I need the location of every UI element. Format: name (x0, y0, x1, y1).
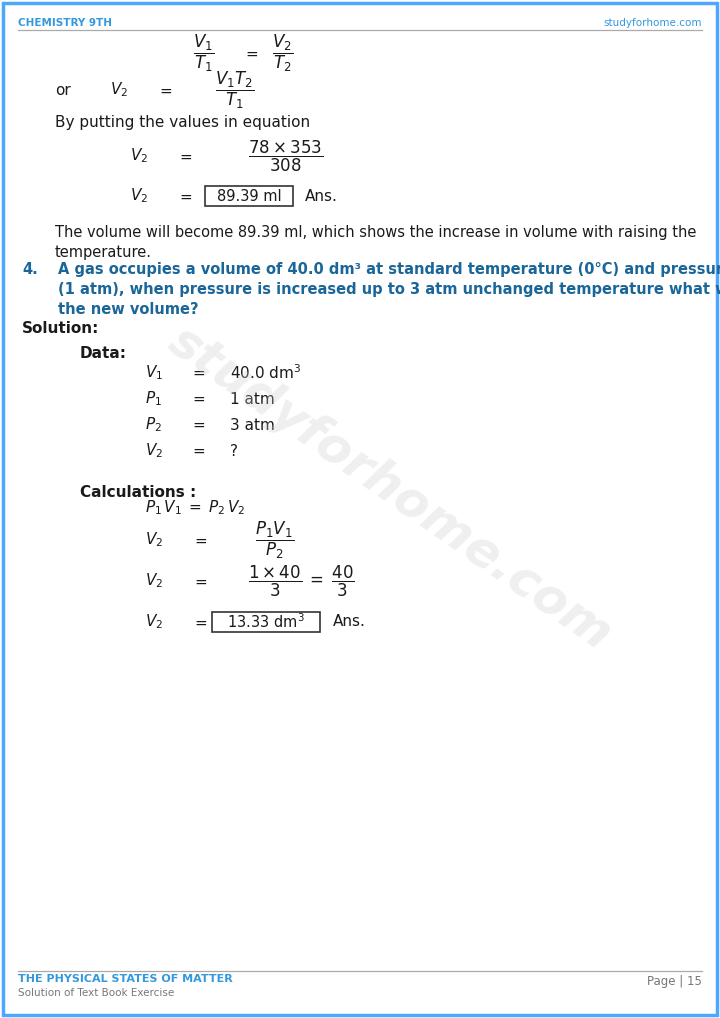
Text: $V_2$: $V_2$ (145, 572, 163, 590)
Text: $P_1\,V_1\;=\;P_2\,V_2$: $P_1\,V_1\;=\;P_2\,V_2$ (145, 499, 246, 517)
Text: $=$: $=$ (177, 188, 193, 204)
Bar (212, 612, 320, 632)
Text: Solution of Text Book Exercise: Solution of Text Book Exercise (18, 988, 174, 998)
Text: Data:: Data: (80, 346, 127, 361)
Bar (205, 186, 293, 206)
Text: 13.33 dm$^3$: 13.33 dm$^3$ (227, 613, 305, 631)
Text: =: = (192, 392, 204, 406)
Text: $=$: $=$ (192, 532, 208, 548)
Text: $=$: $=$ (192, 573, 208, 588)
Text: studyforhome.com: studyforhome.com (603, 18, 702, 29)
Text: (1 atm), when pressure is increased up to 3 atm unchanged temperature what would: (1 atm), when pressure is increased up t… (58, 282, 720, 297)
Text: $V_1$: $V_1$ (145, 363, 163, 383)
Text: Ans.: Ans. (305, 188, 338, 204)
Text: $P_2$: $P_2$ (145, 415, 162, 435)
Text: $V_2$: $V_2$ (145, 530, 163, 550)
Text: $V_2$: $V_2$ (110, 80, 128, 100)
Text: ?: ? (230, 444, 238, 458)
Text: Solution:: Solution: (22, 321, 99, 336)
Text: The volume will become 89.39 ml, which shows the increase in volume with raising: The volume will become 89.39 ml, which s… (55, 225, 696, 240)
Text: 4.: 4. (22, 262, 37, 277)
Text: $=$: $=$ (192, 615, 208, 629)
Text: $V_2$: $V_2$ (145, 613, 163, 631)
Text: $V_2$: $V_2$ (130, 186, 148, 206)
Text: $=$: $=$ (177, 149, 193, 164)
Text: the new volume?: the new volume? (58, 302, 199, 317)
Text: Ans.: Ans. (333, 615, 366, 629)
Text: $V_2$: $V_2$ (145, 442, 163, 460)
Text: =: = (192, 444, 204, 458)
Text: temperature.: temperature. (55, 245, 152, 260)
Text: A gas occupies a volume of 40.0 dm³ at standard temperature (0°C) and pressure: A gas occupies a volume of 40.0 dm³ at s… (58, 262, 720, 277)
Text: THE PHYSICAL STATES OF MATTER: THE PHYSICAL STATES OF MATTER (18, 974, 233, 984)
Text: $\dfrac{V_1}{T_1}$: $\dfrac{V_1}{T_1}$ (193, 33, 215, 73)
Text: $\dfrac{V_1 T_2}{T_1}$: $\dfrac{V_1 T_2}{T_1}$ (215, 69, 254, 111)
Text: $\dfrac{78 \times 353}{308}$: $\dfrac{78 \times 353}{308}$ (248, 138, 323, 174)
Text: By putting the values in equation: By putting the values in equation (55, 114, 310, 129)
Text: $\dfrac{V_2}{T_2}$: $\dfrac{V_2}{T_2}$ (272, 33, 293, 73)
Text: $=$: $=$ (243, 46, 259, 60)
Text: 3 atm: 3 atm (230, 417, 275, 433)
Text: =: = (192, 365, 204, 381)
Text: $\dfrac{1 \times 40}{3}\;=\;\dfrac{40}{3}$: $\dfrac{1 \times 40}{3}\;=\;\dfrac{40}{3… (248, 563, 355, 599)
Text: 40.0 dm$^3$: 40.0 dm$^3$ (230, 363, 302, 383)
Text: $\dfrac{P_1 V_1}{P_2}$: $\dfrac{P_1 V_1}{P_2}$ (255, 519, 294, 561)
Text: Calculations :: Calculations : (80, 485, 197, 500)
Text: 89.39 ml: 89.39 ml (217, 188, 282, 204)
Text: $=$: $=$ (157, 82, 173, 98)
Text: $V_2$: $V_2$ (130, 147, 148, 165)
Text: =: = (192, 417, 204, 433)
Text: CHEMISTRY 9TH: CHEMISTRY 9TH (18, 18, 112, 29)
Text: 1 atm: 1 atm (230, 392, 275, 406)
Text: or: or (55, 82, 71, 98)
Text: $P_1$: $P_1$ (145, 390, 162, 408)
Text: studyforhome.com: studyforhome.com (159, 317, 621, 660)
Text: Page | 15: Page | 15 (647, 974, 702, 987)
